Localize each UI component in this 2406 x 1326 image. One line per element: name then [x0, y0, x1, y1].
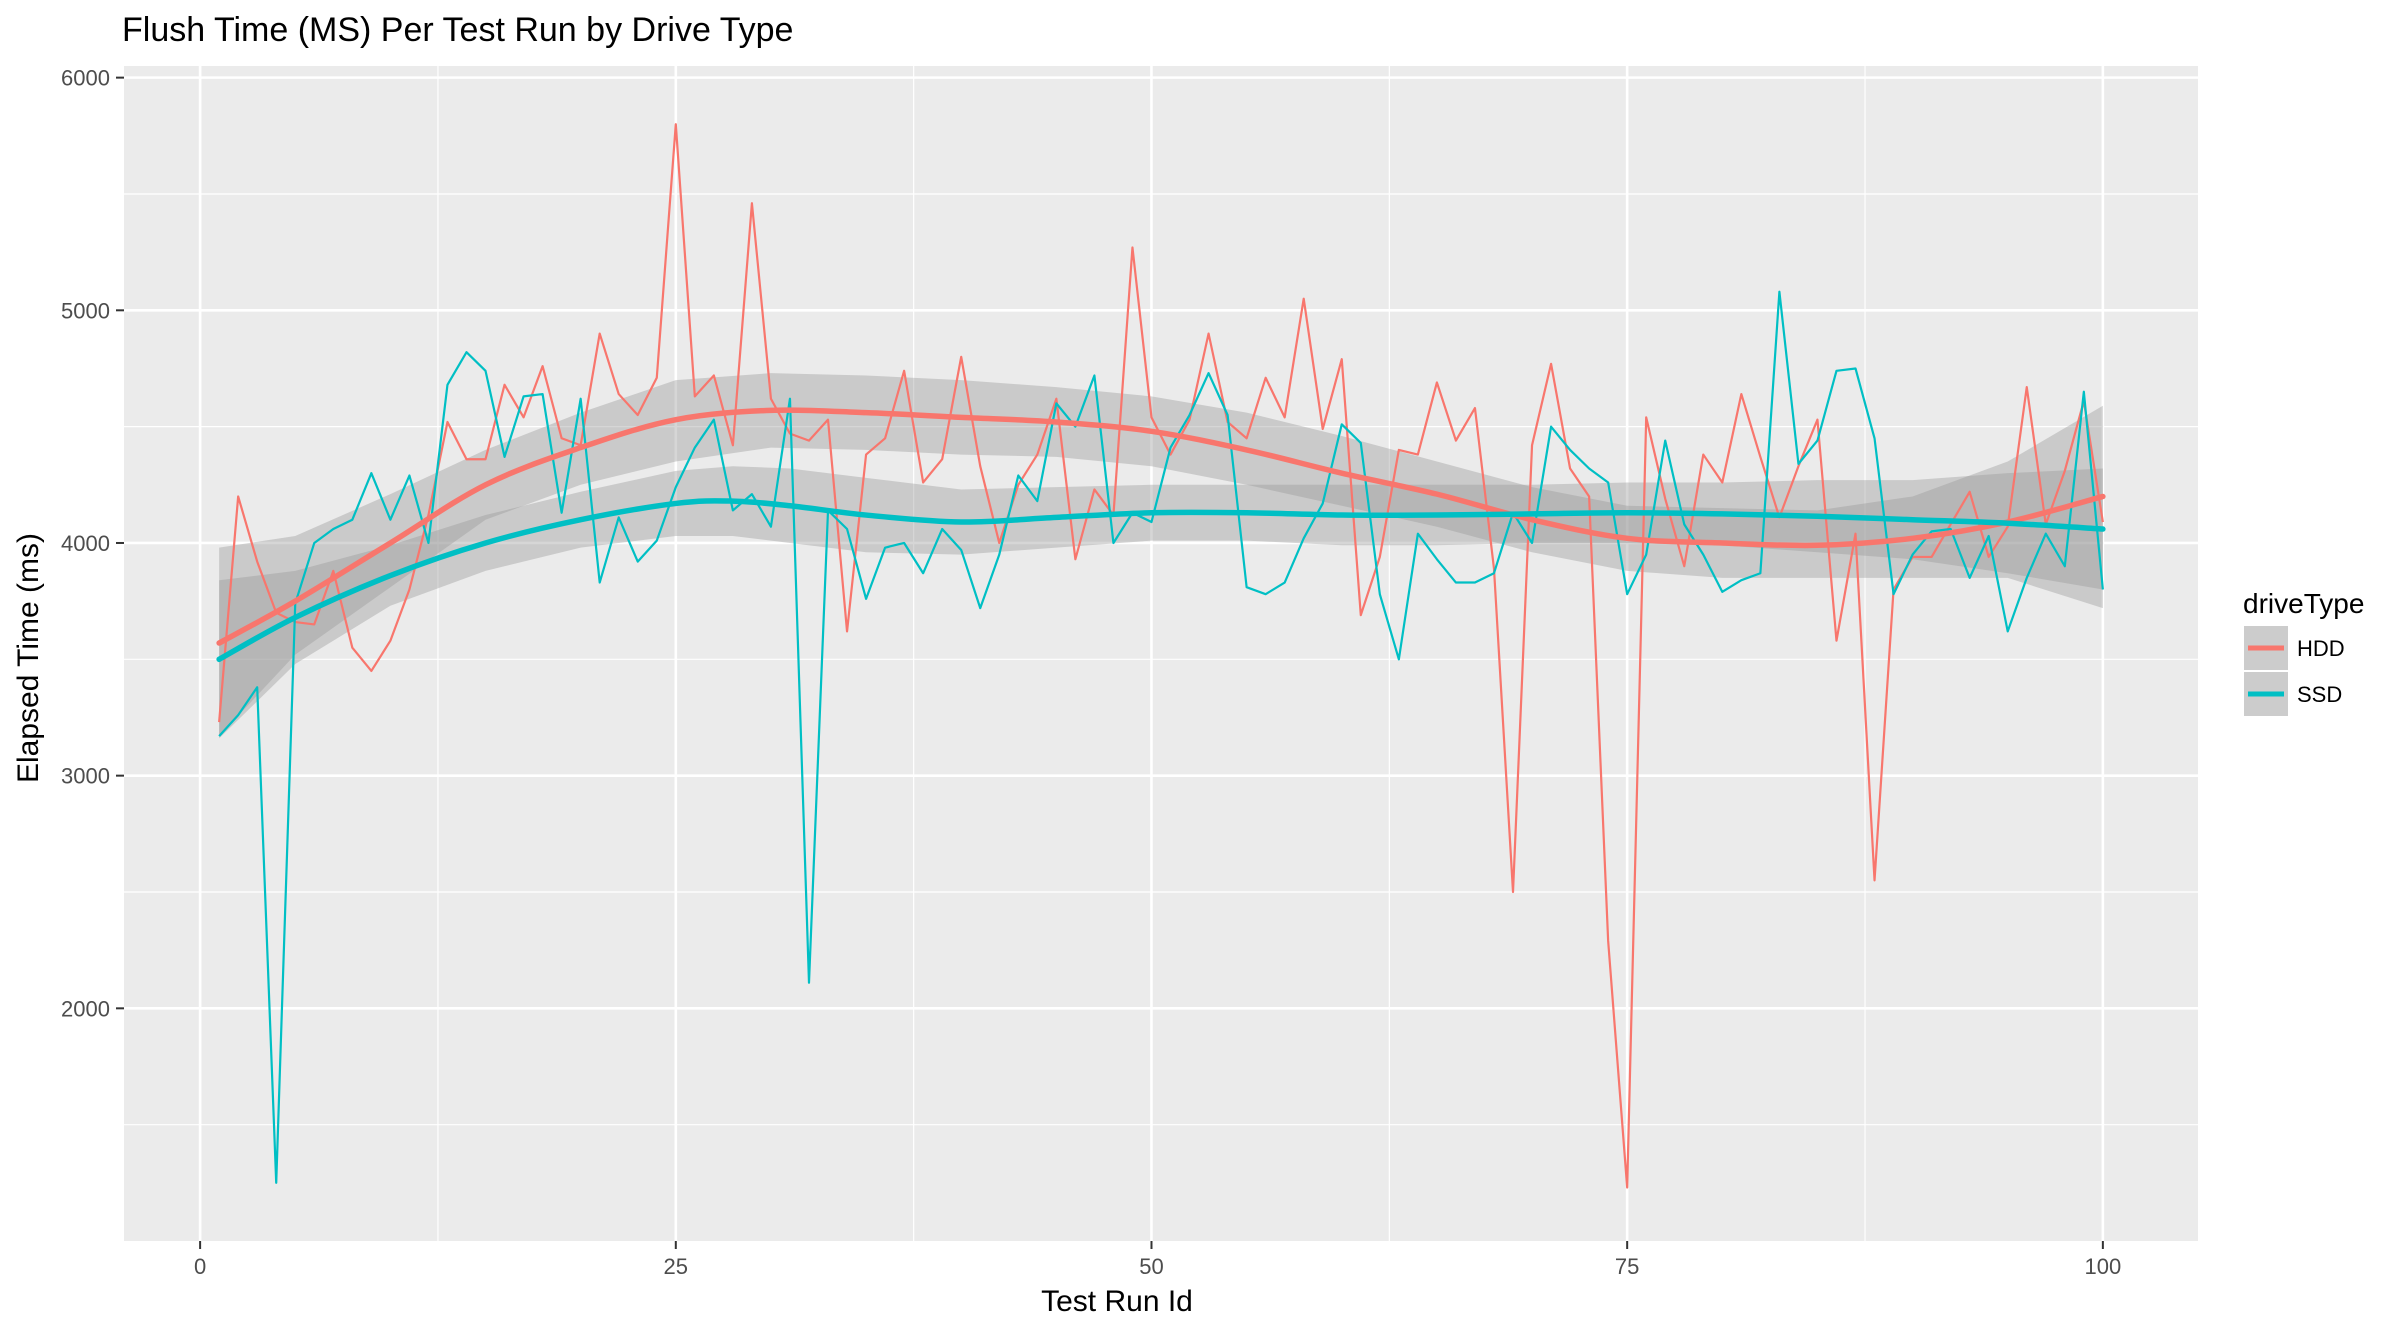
confidence-ribbon-hdd [219, 373, 2103, 737]
y-tick-label: 3000 [61, 764, 110, 789]
x-tick-label: 25 [664, 1254, 688, 1279]
raw-series-lines [218, 123, 2104, 1189]
series-line-hdd [218, 123, 2104, 1189]
legend-title: driveType [2243, 588, 2364, 619]
chart-title: Flush Time (MS) Per Test Run by Drive Ty… [122, 11, 793, 49]
x-tick-label: 100 [2085, 1254, 2122, 1279]
y-tick-label: 5000 [61, 298, 110, 323]
x-tick-label: 0 [194, 1254, 206, 1279]
minor-grid [124, 66, 2198, 1241]
y-tick-label: 2000 [61, 996, 110, 1021]
y-tick-label: 6000 [61, 66, 110, 91]
legend-label-ssd: SSD [2297, 682, 2342, 707]
x-axis: 0 25 50 75 100 [194, 1241, 2121, 1279]
series-line-ssd [218, 290, 2104, 1184]
legend: driveType HDD SSD [2242, 588, 2364, 718]
y-tick-label: 4000 [61, 531, 110, 556]
y-axis-title: Elapsed Time (ms) [12, 533, 45, 783]
y-axis: 2000 3000 4000 5000 6000 [61, 66, 124, 1021]
smooth-lines [216, 407, 2106, 663]
legend-label-hdd: HDD [2297, 636, 2345, 661]
confidence-ribbon-ssd [219, 466, 2103, 739]
x-tick-label: 75 [1615, 1254, 1639, 1279]
x-tick-label: 50 [1139, 1254, 1163, 1279]
x-axis-title: Test Run Id [1041, 1285, 1193, 1318]
plot-panel [124, 66, 2198, 1241]
major-grid [124, 66, 2198, 1241]
confidence-ribbons [219, 373, 2103, 739]
smooth-line-ssd [216, 498, 2106, 663]
smooth-line-hdd [216, 407, 2106, 646]
